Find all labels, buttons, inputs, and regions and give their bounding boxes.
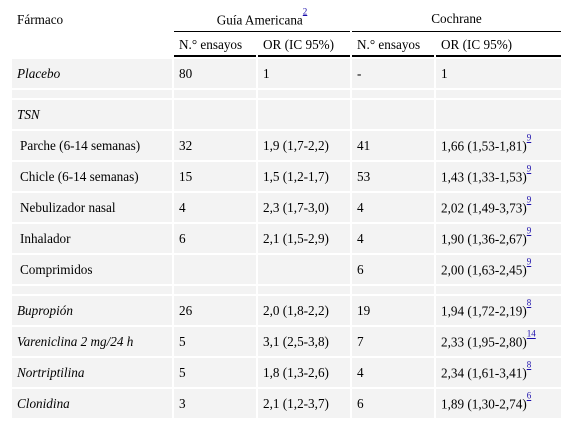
or-value: 2,34 (1,61-3,41) [441,365,527,381]
header-group-guia-americana: Guía Americana2 [174,7,351,32]
cell-or: 3,1 (2,5-3,8) [258,327,351,356]
drug-name: Inhalador [12,224,172,253]
table-row: Nortriptilina 5 1,8 (1,3-2,6) 4 2,34 (1,… [12,358,562,387]
cell-or: 1 [258,59,351,88]
or-value: 1,94 (1,72-2,19) [441,303,527,319]
cell-or: 1,8 (1,3-2,6) [258,358,351,387]
drug-name: Nebulizador nasal [12,193,172,222]
cell-ensayos: 6 [352,255,435,284]
or-value: 2,02 (1,49-3,73) [441,200,527,216]
table-row: Bupropión 26 2,0 (1,8-2,2) 19 1,94 (1,72… [12,296,562,325]
drug-name: Vareniclina 2 mg/24 h [12,327,172,356]
cell-ensayos: - [352,59,435,88]
cell-or: 1,43 (1,33-1,53)9 [436,162,562,191]
ref-link[interactable]: 9 [526,256,532,267]
cell-ensayos [174,255,256,284]
drug-name: Bupropión [12,296,172,325]
cell-or: 1,5 (1,2-1,7) [258,162,351,191]
table-row: Inhalador 6 2,1 (1,5-2,9) 4 1,90 (1,36-2… [12,224,562,253]
spacer-row [12,90,562,98]
cell-ensayos: 80 [174,59,256,88]
drug-name: Nortriptilina [12,358,172,387]
cell-ensayos: 4 [174,193,256,222]
cell-ensayos: 4 [352,224,435,253]
cell-or: 2,33 (1,95-2,80)14 [436,327,562,356]
header-row-groups: Fármaco Guía Americana2 Cochrane [12,7,562,57]
table-row: Placebo 80 1 - 1 [12,59,562,88]
drug-group-name: TSN [12,100,172,129]
cell-ensayos: 5 [174,358,256,387]
cell-or: 1,89 (1,30-2,74)6 [436,389,562,418]
table-row: Vareniclina 2 mg/24 h 5 3,1 (2,5-3,8) 7 … [12,327,562,356]
cell-or: 2,1 (1,2-3,7) [258,389,351,418]
ref-link[interactable]: 9 [526,194,532,205]
cell-ensayos: 6 [174,224,256,253]
group-label: Guía Americana [216,12,303,28]
cell-or: 1,9 (1,7-2,2) [258,131,351,160]
header-or: OR (IC 95%) [436,34,562,57]
table-container: Fármaco Guía Americana2 Cochrane N.° ens… [10,5,563,420]
cell-or: 1,94 (1,72-2,19)8 [436,296,562,325]
cell-or: 2,1 (1,5-2,9) [258,224,351,253]
ref-link[interactable]: 9 [526,132,532,143]
header-ensayos: N.° ensayos [174,34,256,57]
table-row: Nebulizador nasal 4 2,3 (1,7-3,0) 4 2,02… [12,193,562,222]
drug-name: Parche (6-14 semanas) [12,131,172,160]
cell-ensayos: 19 [352,296,435,325]
table-row: Clonidina 3 2,1 (1,2-3,7) 6 1,89 (1,30-2… [12,389,562,418]
header-farmaco: Fármaco [12,7,172,57]
or-value: 1,66 (1,53-1,81) [441,138,527,154]
ref-link[interactable]: 8 [526,359,532,370]
cell-or: 2,34 (1,61-3,41)8 [436,358,562,387]
cell-ensayos: 26 [174,296,256,325]
cell-ensayos: 4 [352,193,435,222]
cell-or: 2,02 (1,49-3,73)9 [436,193,562,222]
ref-link[interactable]: 2 [302,7,308,17]
table-row: TSN [12,100,562,129]
or-value: 2,00 (1,63-2,45) [441,262,527,278]
cell-ensayos: 5 [174,327,256,356]
cell-or: 1,66 (1,53-1,81)9 [436,131,562,160]
cell-ensayos: 41 [352,131,435,160]
table-row: Comprimidos 6 2,00 (1,63-2,45)9 [12,255,562,284]
cell-or [258,255,351,284]
cell-ensayos: 7 [352,327,435,356]
drug-name: Chicle (6-14 semanas) [12,162,172,191]
cell-or: 1,90 (1,36-2,67)9 [436,224,562,253]
cell-ensayos: 32 [174,131,256,160]
cell-or: 2,3 (1,7-3,0) [258,193,351,222]
ref-link[interactable]: 6 [526,390,532,401]
cell-or: 2,00 (1,63-2,45)9 [436,255,562,284]
cell-ensayos: 53 [352,162,435,191]
cell-or: 2,0 (1,8-2,2) [258,296,351,325]
drug-name: Clonidina [12,389,172,418]
or-value: 1,89 (1,30-2,74) [441,396,527,412]
table-row: Parche (6-14 semanas) 32 1,9 (1,7-2,2) 4… [12,131,562,160]
cell-ensayos: 3 [174,389,256,418]
header-ensayos: N.° ensayos [352,34,435,57]
ref-link[interactable]: 9 [526,163,532,174]
cell-ensayos: 6 [352,389,435,418]
spacer-row [12,286,562,294]
or-value: 2,33 (1,95-2,80) [441,334,527,350]
ref-link[interactable]: 8 [526,297,532,308]
cell-ensayos: 15 [174,162,256,191]
or-value: 1,43 (1,33-1,53) [441,169,527,185]
drug-name: Placebo [12,59,172,88]
table-row: Chicle (6-14 semanas) 15 1,5 (1,2-1,7) 5… [12,162,562,191]
header-group-cochrane: Cochrane [352,7,562,32]
ref-link[interactable]: 14 [526,328,536,339]
cell-ensayos: 4 [352,358,435,387]
drug-comparison-table: Fármaco Guía Americana2 Cochrane N.° ens… [10,5,563,420]
cell-or: 1 [436,59,562,88]
header-row-columns: N.° ensayos OR (IC 95%) N.° ensayos OR (… [12,34,562,57]
drug-name: Comprimidos [12,255,172,284]
header-or: OR (IC 95%) [258,34,351,57]
or-value: 1,90 (1,36-2,67) [441,231,527,247]
ref-link[interactable]: 9 [526,225,532,236]
